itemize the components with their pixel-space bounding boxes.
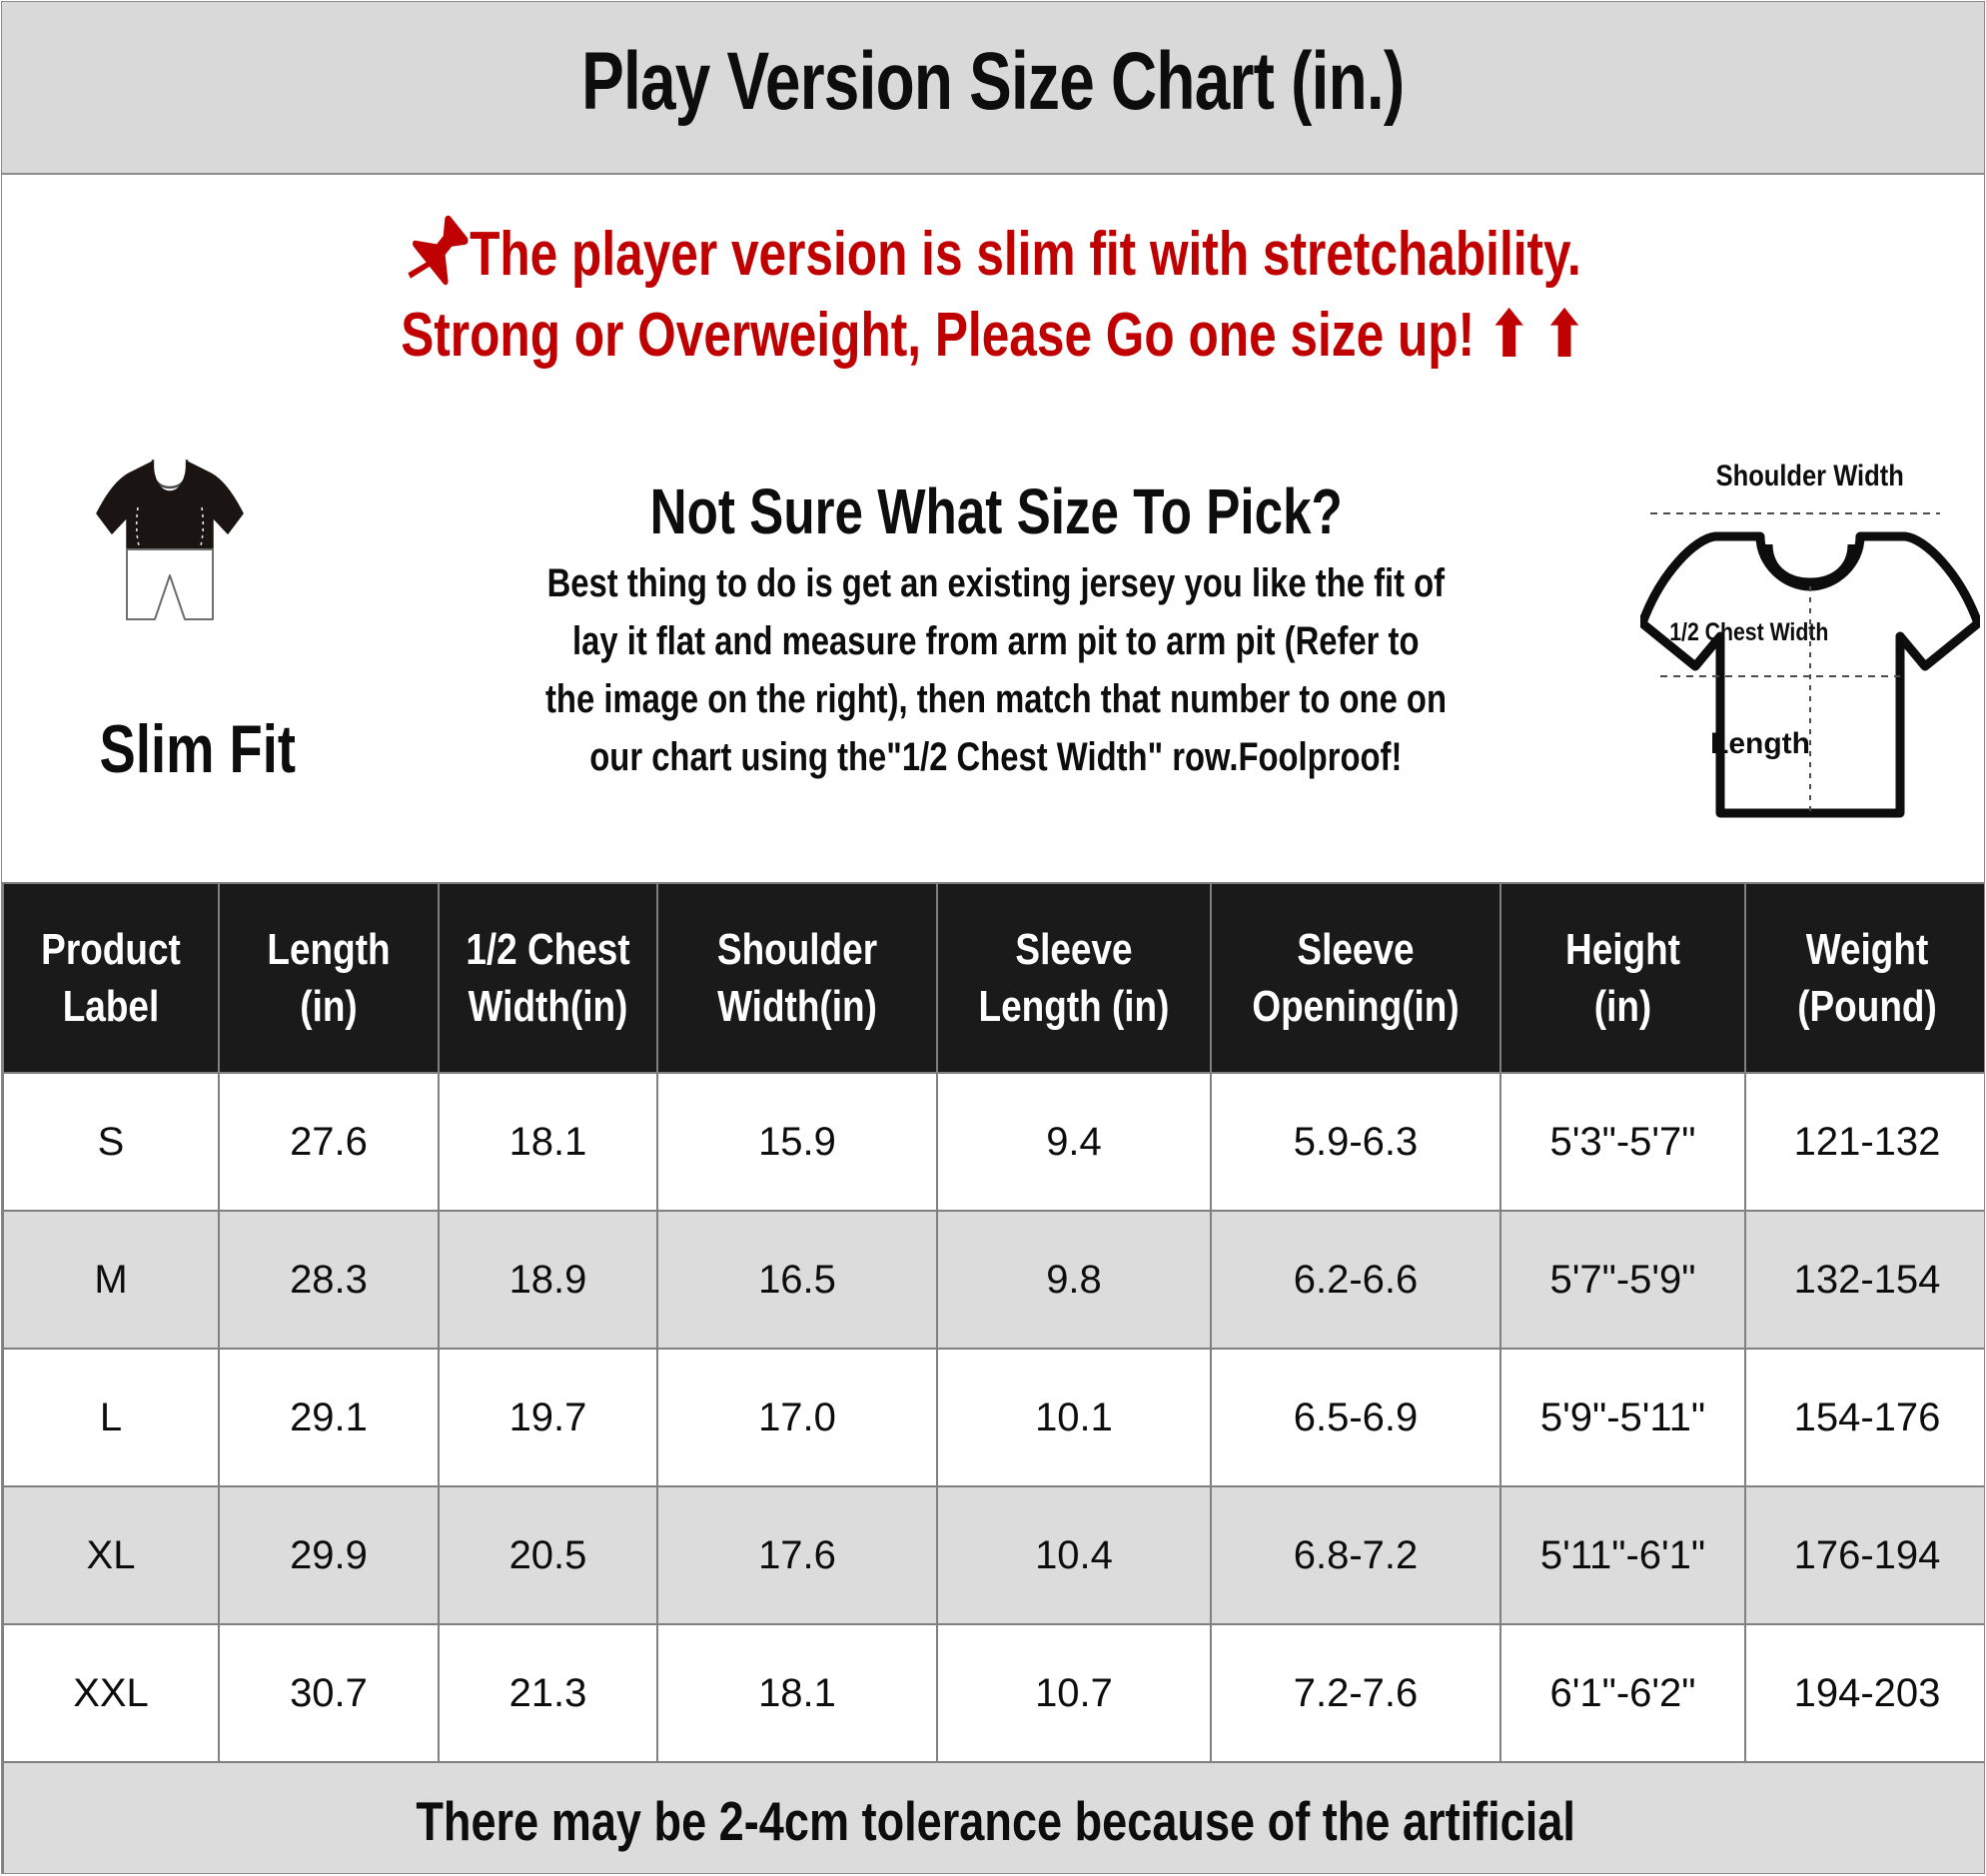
svg-text:Length: Length <box>1710 727 1810 760</box>
svg-text:1/2 Chest Width: 1/2 Chest Width <box>1669 617 1828 645</box>
